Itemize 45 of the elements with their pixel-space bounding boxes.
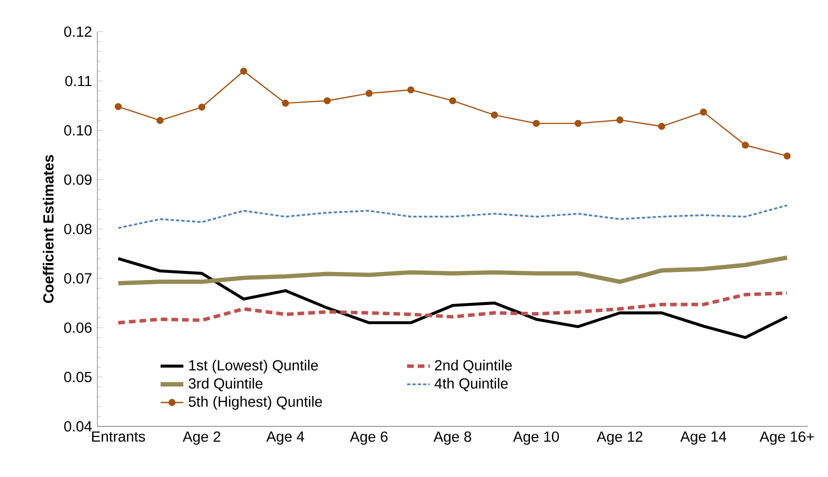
point — [198, 104, 206, 111]
y-tick-label: 0.05 — [64, 372, 92, 382]
y-tick-label: 0.08 — [64, 224, 92, 234]
x-tick-label: Entrants — [92, 431, 146, 442]
x-tick-label: Age 16+ — [760, 431, 814, 445]
y-tick-label: 0.12 — [64, 26, 92, 37]
point — [407, 86, 414, 94]
y-tick-label: 0.04 — [64, 421, 92, 432]
point — [574, 120, 582, 127]
point — [114, 103, 122, 110]
line-series — [117, 204, 788, 229]
point — [700, 108, 708, 116]
y-tick-label: 0.11 — [65, 76, 92, 86]
point — [324, 97, 331, 104]
y-tick-label: 0.09 — [64, 174, 92, 185]
legend-label: 2nd Quintile — [434, 360, 512, 374]
legend-label: 5th (Highest) Quntile — [188, 396, 322, 410]
point — [658, 122, 666, 130]
point — [616, 116, 624, 124]
point — [240, 68, 248, 75]
point — [784, 152, 791, 160]
x-tick-label: Age 10 — [513, 431, 559, 445]
point — [366, 90, 373, 97]
legend-label: 4th Quintile — [434, 378, 508, 392]
point — [742, 142, 749, 149]
line-series — [116, 255, 790, 286]
legend-label: 1st (Lowest) Quntile — [189, 360, 318, 374]
x-tick-label: Age 12 — [596, 431, 642, 445]
x-tick-label: Age 6 — [350, 431, 388, 445]
point — [490, 112, 498, 119]
y-tick-label: 0.07 — [64, 273, 92, 284]
line-series — [116, 257, 789, 339]
y-axis-title: Coefficient Estimates — [42, 155, 54, 303]
point — [282, 100, 289, 107]
y-tick-label: 0.06 — [64, 322, 92, 333]
point — [532, 120, 540, 127]
point — [156, 116, 164, 124]
x-tick-label: Age 14 — [680, 431, 726, 445]
line-series — [116, 291, 789, 324]
y-tick-label: 0.10 — [64, 125, 92, 136]
x-tick-label: Age 2 — [182, 431, 220, 445]
x-tick-label: Age 4 — [266, 431, 304, 445]
point — [449, 97, 456, 104]
legend-label: 3rd Quintile — [188, 378, 262, 392]
x-tick-label: Age 8 — [434, 431, 472, 445]
